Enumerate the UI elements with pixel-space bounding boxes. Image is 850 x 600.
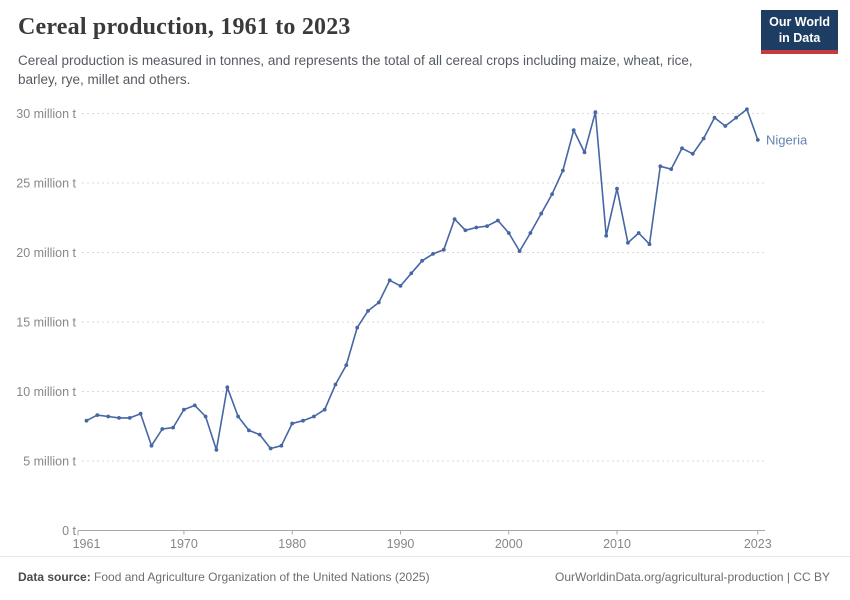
- data-point-marker: [95, 413, 100, 417]
- data-point-marker: [398, 284, 403, 288]
- attribution-text: OurWorldinData.org/agricultural-producti…: [554, 570, 830, 584]
- data-point-marker: [431, 252, 435, 256]
- data-point-marker: [409, 271, 414, 276]
- data-point-marker: [312, 414, 316, 419]
- data-point-marker: [322, 407, 327, 412]
- x-axis-tick-label: 2000: [495, 537, 523, 551]
- owid-logo-line1: Our World: [769, 15, 830, 29]
- y-axis-tick-label: 5 million t: [23, 455, 76, 469]
- data-point-marker: [506, 231, 511, 235]
- data-point-marker: [615, 186, 619, 191]
- data-point-marker: [84, 418, 89, 423]
- y-axis-tick-label: 20 million t: [16, 246, 76, 260]
- data-point-marker: [474, 225, 479, 230]
- chart-header: Cereal production, 1961 to 2023: [18, 14, 750, 41]
- data-point-marker: [680, 146, 684, 151]
- data-point-marker: [463, 228, 468, 233]
- data-point-marker: [160, 427, 165, 431]
- page-title: Cereal production, 1961 to 2023: [18, 14, 351, 40]
- data-point-marker: [690, 151, 695, 156]
- data-point-marker: [669, 167, 674, 172]
- data-point-marker: [127, 416, 132, 420]
- data-source-text: Food and Agriculture Organization of the…: [90, 570, 430, 584]
- data-point-marker: [149, 443, 154, 448]
- data-point-marker: [701, 136, 706, 141]
- data-point-marker: [561, 168, 565, 173]
- data-point-marker: [225, 385, 230, 390]
- y-axis-tick-label: 0 t: [62, 524, 76, 538]
- data-point-marker: [171, 425, 176, 430]
- data-source-line: Data source: Food and Agriculture Organi…: [18, 570, 430, 584]
- data-point-marker: [593, 110, 598, 114]
- y-axis-tick-label: 15 million t: [16, 316, 76, 330]
- data-point-marker: [290, 421, 295, 426]
- x-axis-tick-label: 1970: [170, 537, 198, 551]
- data-point-marker: [539, 211, 544, 216]
- x-axis-tick-label: 1990: [387, 537, 415, 551]
- data-point-marker: [344, 363, 349, 367]
- data-point-marker: [366, 309, 370, 313]
- chart-subtitle: Cereal production is measured in tonnes,…: [18, 53, 693, 87]
- data-point-marker: [571, 128, 576, 133]
- data-point-marker: [268, 446, 273, 451]
- x-axis-tick-label: 2023: [744, 537, 772, 551]
- x-axis-tick-label: 2010: [603, 537, 631, 551]
- data-point-marker: [734, 115, 738, 120]
- series-line-nigeria: [85, 108, 759, 451]
- data-point-marker: [485, 224, 489, 229]
- y-axis-tick-label: 25 million t: [16, 177, 76, 191]
- data-point-marker: [723, 124, 728, 128]
- data-point-marker: [647, 242, 652, 247]
- data-point-marker: [496, 218, 500, 223]
- y-axis-tick-label: 30 million t: [16, 107, 76, 121]
- data-point-marker: [452, 217, 457, 222]
- data-point-marker: [236, 414, 241, 419]
- data-point-marker: [192, 403, 197, 408]
- data-point-marker: [626, 240, 630, 245]
- data-point-marker: [301, 418, 305, 423]
- series-entity-label: Nigeria: [766, 132, 808, 147]
- data-point-marker: [333, 382, 338, 387]
- chart-footer: Data source: Food and Agriculture Organi…: [0, 556, 850, 600]
- data-point-marker: [441, 247, 446, 252]
- data-point-marker: [247, 428, 251, 433]
- owid-logo-red-bar: [761, 50, 838, 55]
- data-point-marker: [279, 443, 284, 448]
- x-axis-tick-label: 1961: [73, 537, 101, 551]
- data-point-marker: [420, 258, 424, 263]
- data-point-marker: [355, 325, 360, 330]
- data-point-marker: [257, 432, 262, 437]
- y-axis-tick-label: 10 million t: [16, 385, 76, 399]
- data-point-marker: [376, 300, 381, 305]
- data-point-marker: [517, 249, 522, 254]
- data-point-marker: [117, 416, 121, 420]
- data-point-marker: [712, 115, 717, 120]
- data-point-marker: [604, 233, 609, 238]
- data-point-marker: [528, 231, 533, 235]
- owid-logo-line2: in Data: [778, 30, 821, 45]
- x-axis-tick-label: 1980: [278, 537, 306, 551]
- data-point-marker: [203, 414, 208, 419]
- data-point-marker: [658, 164, 663, 169]
- data-point-marker: [582, 150, 587, 155]
- data-source-label: Data source:: [18, 570, 91, 584]
- data-point-marker: [214, 448, 219, 452]
- data-point-marker: [182, 407, 186, 412]
- data-point-marker: [106, 414, 111, 419]
- data-point-marker: [636, 231, 641, 235]
- data-point-marker: [745, 107, 749, 112]
- data-point-marker: [138, 411, 143, 416]
- owid-logo: Our World in Data: [761, 10, 838, 55]
- data-point-marker: [755, 138, 760, 142]
- data-point-marker: [387, 278, 392, 283]
- data-point-marker: [550, 192, 554, 197]
